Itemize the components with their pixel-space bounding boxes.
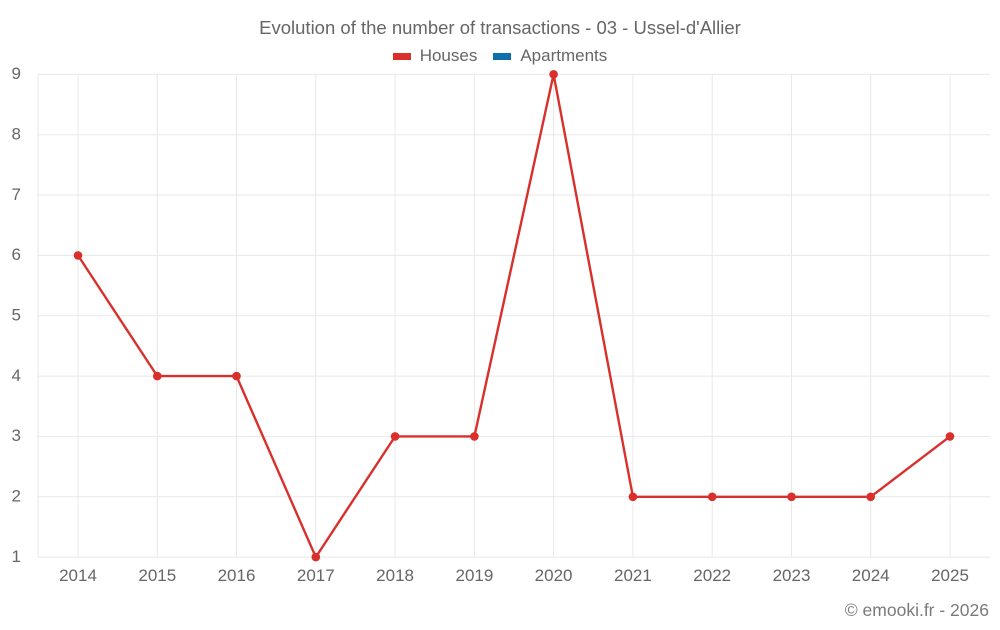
svg-text:8: 8 — [12, 125, 21, 144]
svg-text:2022: 2022 — [693, 566, 731, 585]
svg-text:4: 4 — [12, 366, 21, 385]
svg-text:7: 7 — [12, 185, 21, 204]
svg-text:2: 2 — [12, 487, 21, 506]
svg-text:2016: 2016 — [218, 566, 256, 585]
svg-text:2025: 2025 — [931, 566, 969, 585]
svg-text:9: 9 — [12, 64, 21, 83]
svg-text:2014: 2014 — [59, 566, 97, 585]
svg-text:6: 6 — [12, 245, 21, 264]
svg-text:2024: 2024 — [852, 566, 890, 585]
svg-text:2017: 2017 — [297, 566, 335, 585]
svg-text:2018: 2018 — [376, 566, 414, 585]
svg-text:5: 5 — [12, 306, 21, 325]
svg-text:2019: 2019 — [455, 566, 493, 585]
svg-text:2021: 2021 — [614, 566, 652, 585]
svg-text:1: 1 — [12, 547, 21, 566]
svg-text:3: 3 — [12, 426, 21, 445]
svg-text:2023: 2023 — [773, 566, 811, 585]
svg-text:2015: 2015 — [138, 566, 176, 585]
svg-text:2020: 2020 — [535, 566, 573, 585]
